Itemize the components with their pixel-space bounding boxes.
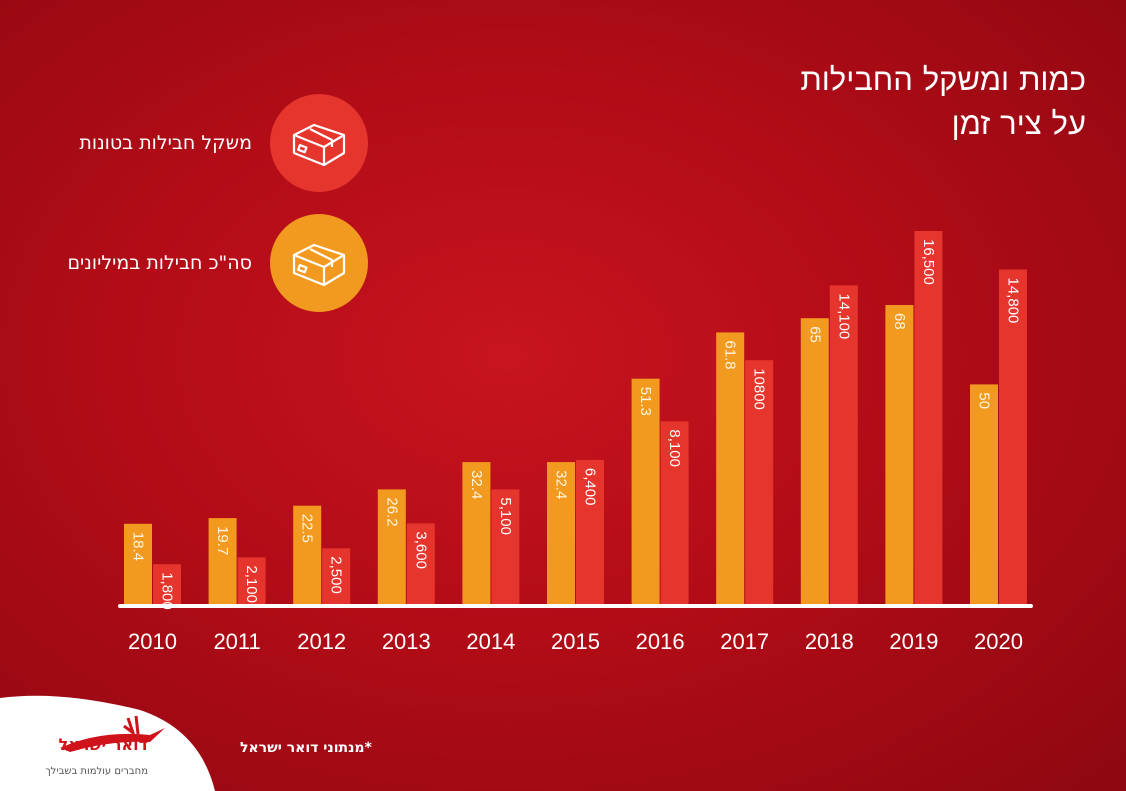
- data-label-count-2020: 50: [976, 392, 993, 409]
- bar-weight-2015: [576, 459, 604, 605]
- data-label-count-2014: 32.4: [468, 470, 485, 499]
- data-label-count-2016: 51.3: [637, 387, 654, 416]
- legend-swatch-count: [270, 214, 368, 312]
- bar-weight-2020: [999, 269, 1027, 605]
- bar-count-2013: [377, 489, 406, 605]
- data-label-count-2018: 65: [806, 326, 823, 343]
- bar-count-2010: [124, 523, 152, 605]
- bar-count-2014: [462, 462, 491, 605]
- x-tick-label-2014: 2014: [466, 629, 515, 654]
- bar-weight-2016: [660, 421, 689, 605]
- x-tick-label-2015: 2015: [551, 629, 600, 654]
- data-label-count-2019: 68: [891, 313, 908, 330]
- data-label-count-2013: 26.2: [383, 497, 400, 526]
- x-tick-label-2019: 2019: [889, 629, 938, 654]
- x-tick-label-2013: 2013: [382, 629, 431, 654]
- bar-weight-2019: [914, 231, 943, 605]
- data-label-count-2011: 19.7: [214, 526, 231, 555]
- israel-post-logo: דואר ישראל מחברים עולמות בשבילך: [0, 690, 215, 791]
- chart-title-line-2: על ציר זמן: [951, 106, 1086, 142]
- legend-item-count: סה"כ חבילות במיליונים: [67, 214, 368, 312]
- bar-count-2015: [547, 462, 575, 605]
- data-label-weight-2014: 5,100: [497, 497, 514, 535]
- data-label-count-2015: 32.4: [553, 470, 570, 499]
- x-tick-label-2016: 2016: [636, 629, 685, 654]
- data-label-weight-2015: 6,400: [582, 468, 599, 506]
- legend-label-weight: משקל חבילות בטונות: [79, 132, 252, 154]
- bar-weight-2010: [153, 564, 181, 605]
- x-tick-label-2017: 2017: [720, 629, 769, 654]
- package-icon: [292, 243, 346, 287]
- x-tick-label-2020: 2020: [974, 629, 1023, 654]
- logo-tagline: מחברים עולמות בשבילך: [45, 766, 148, 777]
- x-tick-label-2018: 2018: [805, 629, 854, 654]
- logo-name: דואר ישראל: [58, 735, 148, 754]
- data-label-count-2010: 18.4: [130, 532, 147, 561]
- source-footnote: *מנתוני דואר ישראל: [240, 740, 372, 756]
- data-label-weight-2020: 14,800: [1005, 278, 1022, 324]
- bar-count-2018: [800, 318, 829, 605]
- x-tick-label-2012: 2012: [297, 629, 346, 654]
- bar-weight-2017: [745, 360, 774, 605]
- data-label-weight-2011: 2,100: [243, 565, 260, 603]
- bar-count-2016: [631, 378, 660, 605]
- chart-title-line-1: כמות ומשקל החבילות: [800, 62, 1086, 98]
- bar-weight-2014: [491, 489, 520, 605]
- data-label-weight-2017: 10800: [751, 368, 768, 410]
- bar-count-2012: [293, 505, 322, 605]
- data-label-weight-2019: 16,500: [920, 239, 937, 285]
- data-label-count-2017: 61.8: [722, 340, 739, 369]
- bar-weight-2013: [406, 523, 435, 605]
- bar-weight-2012: [322, 548, 351, 605]
- data-label-weight-2013: 3,600: [412, 531, 429, 569]
- data-label-weight-2016: 8,100: [666, 429, 683, 467]
- data-label-weight-2010: 1,800: [159, 572, 176, 610]
- package-icon: [292, 123, 346, 167]
- bar-count-2017: [716, 332, 745, 605]
- legend-item-weight: משקל חבילות בטונות: [79, 94, 368, 192]
- data-label-weight-2012: 2,500: [328, 556, 345, 594]
- x-tick-label-2010: 2010: [128, 629, 177, 654]
- bar-weight-2018: [829, 285, 858, 605]
- data-label-weight-2018: 14,100: [835, 293, 852, 339]
- legend-swatch-weight: [270, 94, 368, 192]
- chart-title: כמות ומשקל החבילות על ציר זמן: [800, 58, 1086, 146]
- bar-weight-2011: [237, 557, 266, 605]
- bar-count-2019: [885, 305, 914, 605]
- legend-label-count: סה"כ חבילות במיליונים: [67, 252, 252, 274]
- bar-count-2020: [970, 384, 998, 605]
- data-label-count-2012: 22.5: [299, 514, 316, 543]
- x-tick-label-2011: 2011: [213, 629, 260, 654]
- bar-count-2011: [208, 518, 237, 605]
